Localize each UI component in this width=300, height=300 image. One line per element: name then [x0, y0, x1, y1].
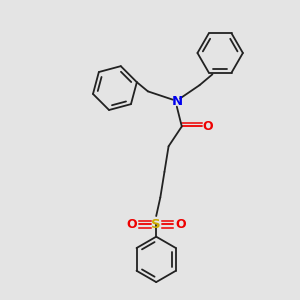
Text: O: O: [126, 218, 137, 231]
Text: N: N: [171, 95, 182, 108]
Text: O: O: [202, 120, 213, 133]
Text: O: O: [176, 218, 186, 231]
Text: S: S: [152, 218, 161, 231]
